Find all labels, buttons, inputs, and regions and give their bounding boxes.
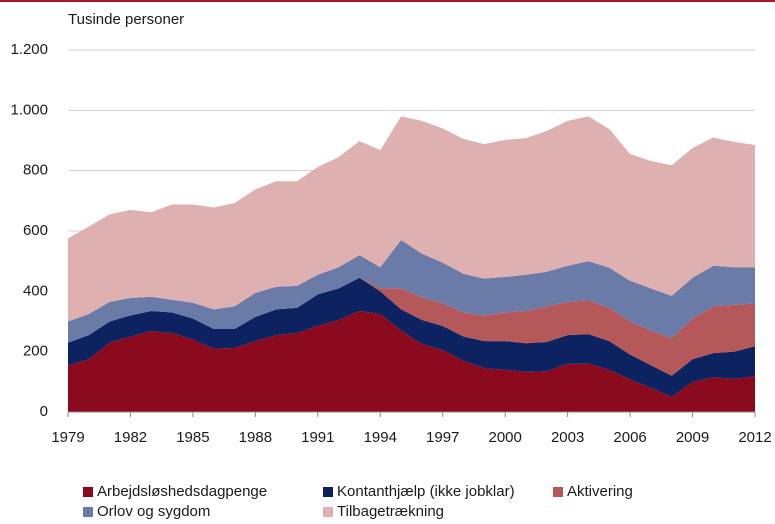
legend-swatch — [553, 487, 563, 497]
y-axis-label: Tusinde personer — [68, 11, 184, 28]
y-tick-label: 400 — [23, 282, 48, 299]
legend-swatch — [323, 487, 333, 497]
top-rule — [0, 0, 775, 2]
x-tick-label: 2006 — [613, 429, 646, 446]
legend-swatch — [323, 507, 333, 517]
area — [68, 277, 755, 397]
x-tick-label: 1985 — [176, 429, 209, 446]
x-tick-label: 1979 — [51, 429, 84, 446]
x-tick-label: 2012 — [738, 429, 771, 446]
area — [68, 240, 755, 343]
legend-label: Aktivering — [567, 483, 633, 500]
x-tick-label: 1991 — [301, 429, 334, 446]
x-tick-label: 2000 — [488, 429, 521, 446]
x-tick-label: 1982 — [114, 429, 147, 446]
y-tick-label: 600 — [23, 222, 48, 239]
legend-swatch — [83, 487, 93, 497]
area — [68, 277, 755, 376]
x-tick-label: 1988 — [239, 429, 272, 446]
area — [68, 310, 755, 412]
y-tick-label: 200 — [23, 343, 48, 360]
x-tick-label: 2003 — [551, 429, 584, 446]
x-tick-label: 1997 — [426, 429, 459, 446]
legend-label: Orlov og sygdom — [97, 503, 210, 520]
y-tick-label: 1.200 — [10, 41, 48, 58]
legend-label: Kontanthjælp (ikke jobklar) — [337, 483, 515, 500]
area — [68, 116, 755, 322]
legend-label: Tilbagetrækning — [337, 503, 444, 520]
y-tick-label: 0 — [40, 403, 48, 420]
y-tick-label: 1.000 — [10, 101, 48, 118]
legend-label: Arbejdsløshedsdagpenge — [97, 483, 267, 500]
legend-swatch — [83, 507, 93, 517]
x-tick-label: 2009 — [676, 429, 709, 446]
y-tick-label: 800 — [23, 162, 48, 179]
x-tick-label: 1994 — [364, 429, 397, 446]
